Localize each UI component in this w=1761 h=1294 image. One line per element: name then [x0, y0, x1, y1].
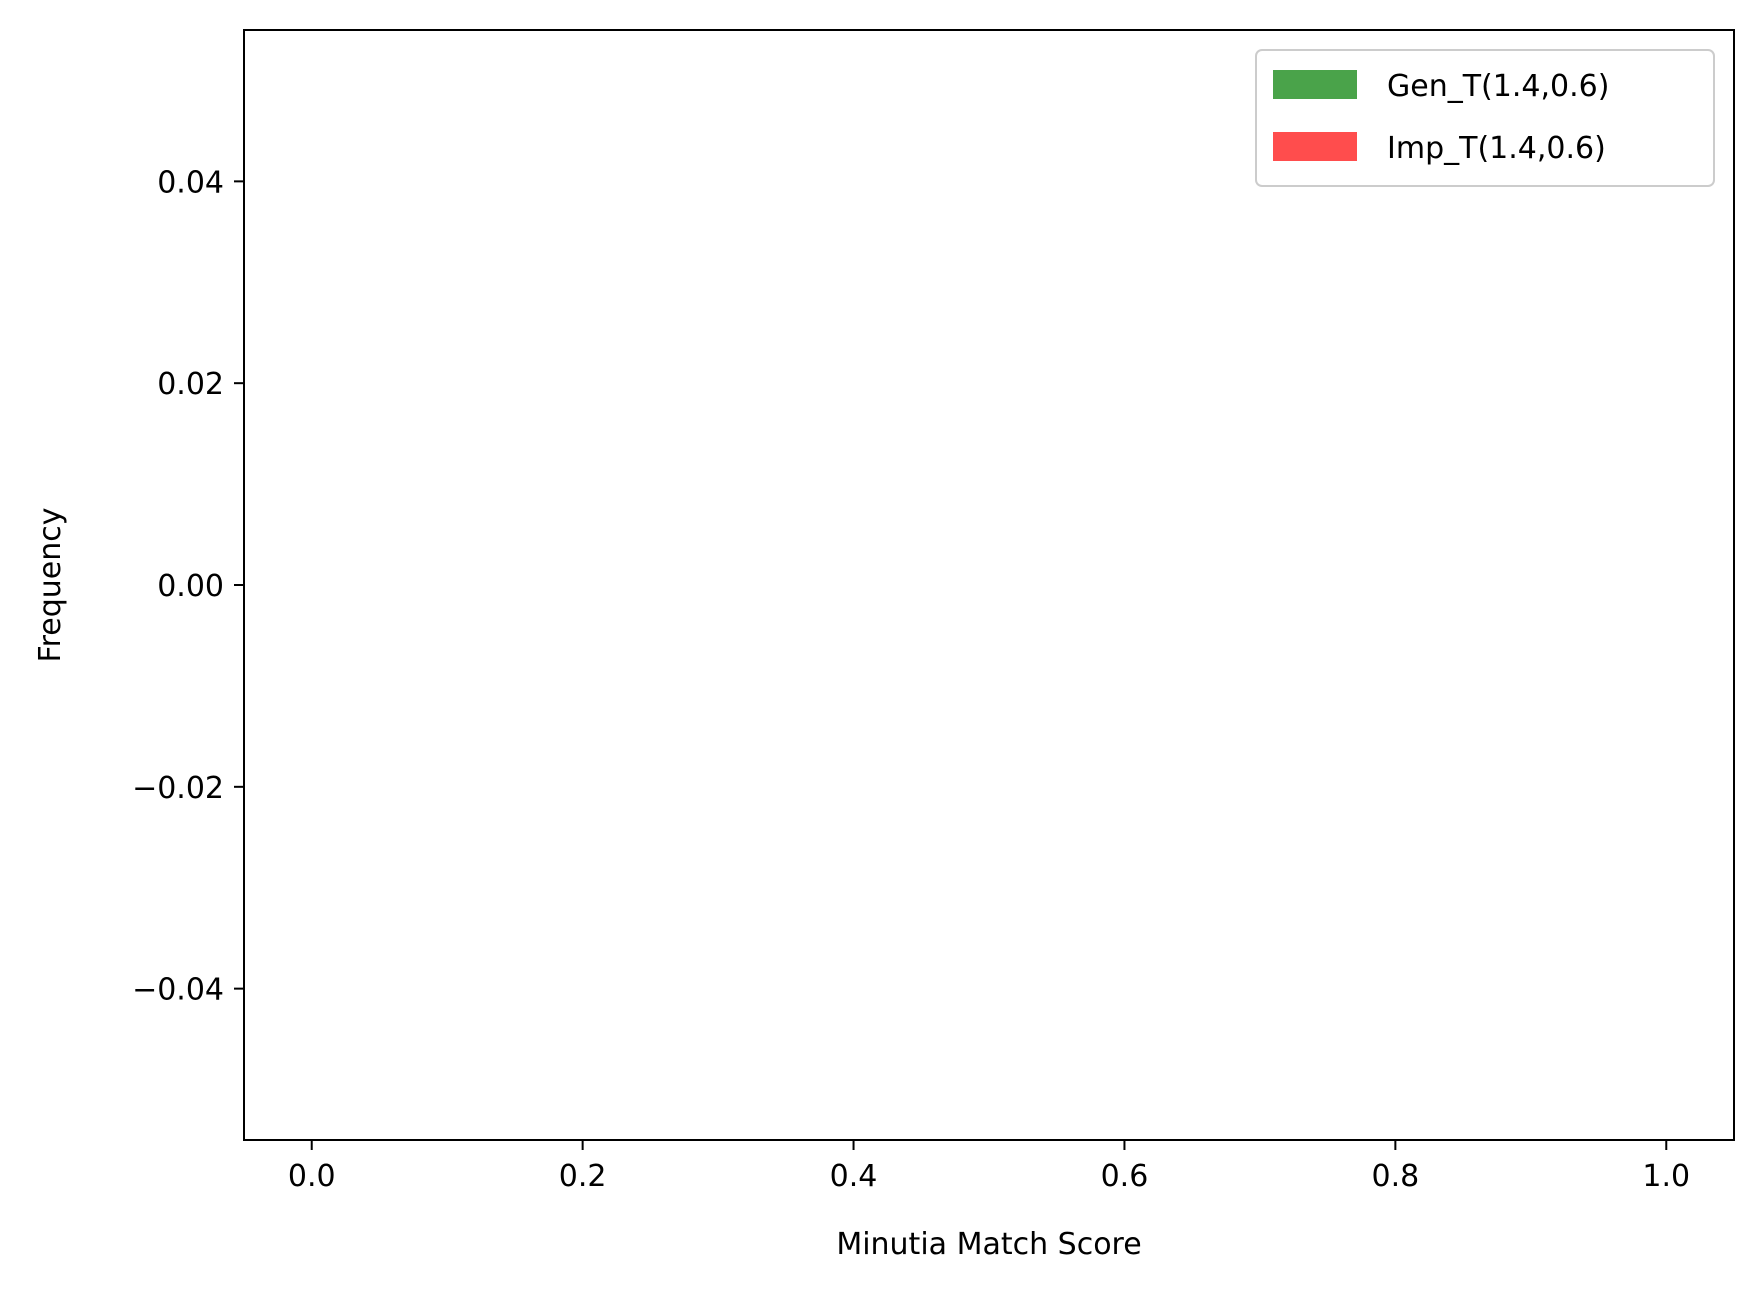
- y-tick-label-0: −0.04: [132, 973, 224, 1008]
- y-tick-label-3: 0.02: [157, 367, 224, 402]
- x-axis-ticks: 0.0 0.2 0.4 0.6 0.8 1.0: [288, 1140, 1690, 1194]
- x-tick-label-2: 0.4: [830, 1159, 878, 1194]
- legend-swatch-1: [1273, 132, 1357, 161]
- y-tick-label-2: 0.00: [157, 569, 224, 604]
- legend-box: [1255, 49, 1715, 187]
- x-tick-label-5: 1.0: [1642, 1159, 1690, 1194]
- y-tick-label-4: 0.04: [157, 165, 224, 200]
- legend-swatch-0: [1273, 70, 1357, 99]
- x-tick-label-0: 0.0: [288, 1159, 336, 1194]
- axes-frame: [243, 29, 1735, 1141]
- axes-border: [243, 29, 1735, 1141]
- legend-label-1: Imp_T(1.4,0.6): [1387, 131, 1606, 166]
- legend-label-0: Gen_T(1.4,0.6): [1387, 69, 1609, 104]
- x-tick-label-1: 0.2: [559, 1159, 607, 1194]
- x-axis-label: Minutia Match Score: [836, 1227, 1141, 1262]
- y-tick-label-1: −0.02: [132, 771, 224, 806]
- plot-area: [244, 30, 1734, 1140]
- plot-background: [244, 30, 1734, 1140]
- x-tick-label-3: 0.6: [1101, 1159, 1149, 1194]
- y-axis-ticks: −0.04 −0.02 0.00 0.02 0.04: [132, 165, 244, 1008]
- legend: Gen_T(1.4,0.6) Imp_T(1.4,0.6): [1255, 49, 1715, 187]
- x-tick-label-4: 0.8: [1372, 1159, 1420, 1194]
- y-axis-label: Frequency: [33, 508, 68, 663]
